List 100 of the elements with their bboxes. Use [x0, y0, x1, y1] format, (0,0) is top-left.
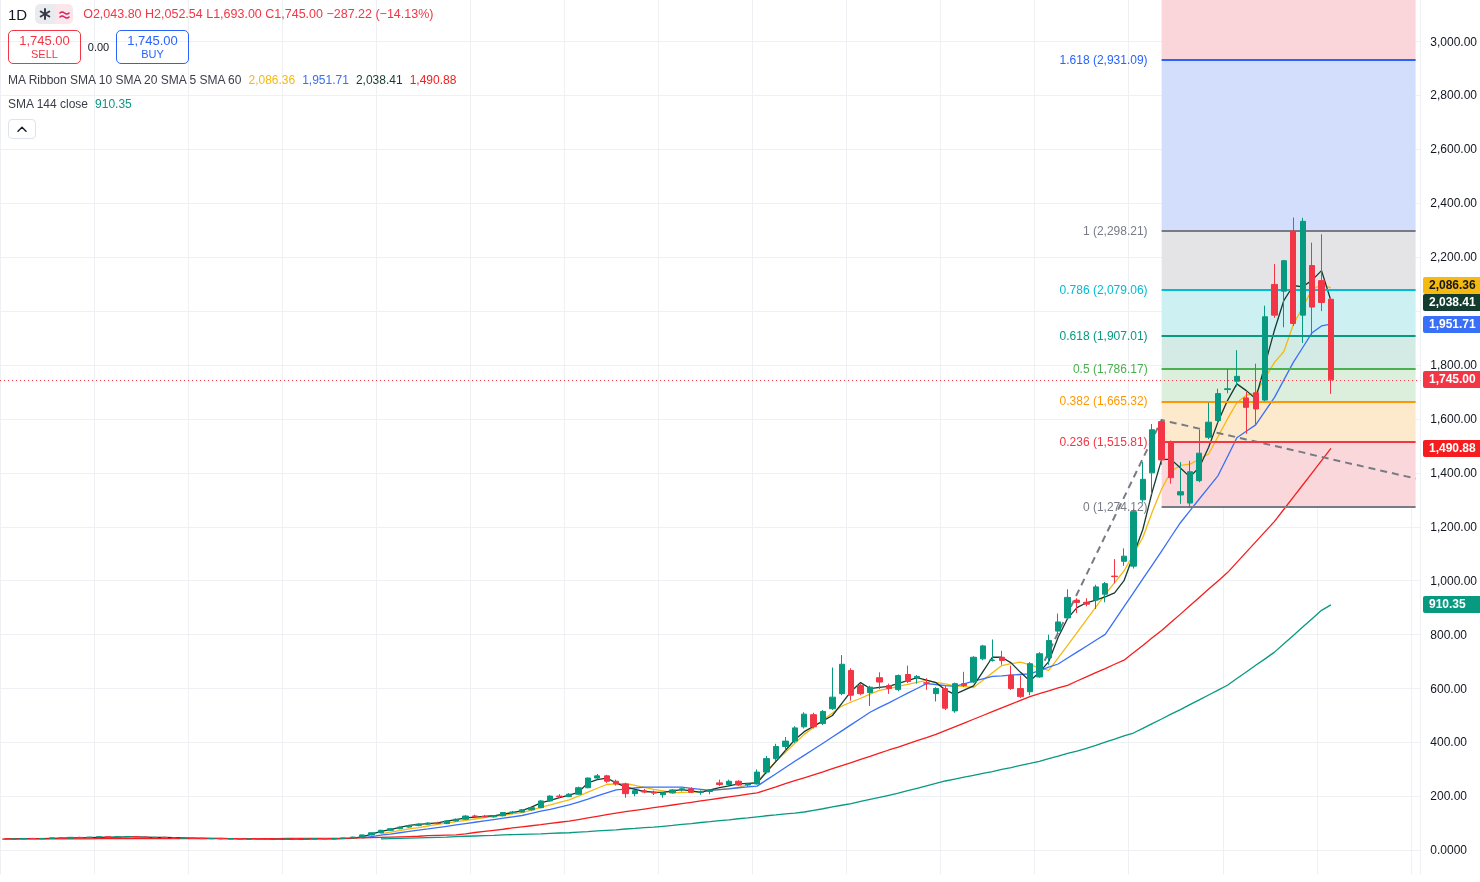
candlestick: [989, 638, 995, 663]
text: 2,086.36: [1429, 277, 1476, 295]
candlestick: [1149, 423, 1155, 495]
candlestick: [716, 779, 723, 787]
ref-line-label: 0.5 (1,786.17): [1072, 361, 1148, 376]
candlestick: [1036, 651, 1043, 679]
buy-button: 1,745.00 BUY: [116, 30, 189, 64]
sell-button: 1,745.00 SELL: [8, 30, 81, 64]
y-tick-label: 1,400.00: [1430, 465, 1478, 480]
candlestick: [1281, 259, 1287, 328]
candlestick: [321, 837, 328, 840]
candlestick: [547, 794, 553, 803]
candlestick: [698, 789, 704, 796]
candlestick: [86, 836, 93, 839]
annotation: 1,490.88: [409, 73, 457, 87]
candlestick: [1008, 665, 1014, 691]
annotation: 1,745.00: [127, 33, 178, 48]
candlestick: [180, 837, 187, 840]
candlestick: [331, 837, 337, 840]
candlestick: [1027, 661, 1033, 696]
candlestick: [1093, 584, 1099, 610]
ref-line-label: 0.236 (1,515.81): [1059, 434, 1148, 449]
candlestick: [707, 788, 713, 795]
candlestick: [509, 810, 516, 815]
candlestick: [905, 665, 911, 684]
candlestick: [735, 779, 742, 787]
candlestick: [556, 793, 563, 799]
candlestick: [820, 709, 826, 726]
annotation: SMA 144 close: [8, 97, 89, 111]
candlestick: [810, 712, 817, 729]
ref-line-label: 0.382 (1,665.32): [1059, 394, 1148, 409]
candlestick: [1271, 263, 1278, 319]
candlestick: [773, 743, 779, 762]
y-tick-label: 400.00: [1430, 735, 1468, 750]
text: 1,951.71: [1429, 315, 1476, 333]
candlestick: [171, 836, 177, 839]
candlestick: [782, 736, 789, 752]
candlestick: [538, 799, 544, 809]
ref-line-label: 0.786 (2,079.06): [1059, 282, 1148, 297]
y-tick-label: 2,800.00: [1430, 88, 1478, 103]
candlestick: [876, 671, 883, 690]
candlestick: [1234, 349, 1240, 388]
candlestick: [1224, 368, 1231, 394]
candlestick: [1309, 242, 1315, 337]
candlestick: [660, 791, 666, 799]
ref-line-label: 0.618 (1,907.01): [1059, 329, 1148, 344]
candlestick: [105, 835, 111, 838]
text: 910.35: [1429, 596, 1466, 614]
y-tick-label: 3,000.00: [1430, 34, 1478, 49]
candlestick: [49, 837, 55, 840]
candlestick: [745, 782, 751, 788]
candlestick: [999, 650, 1005, 666]
candlestick: [425, 821, 431, 826]
candlestick: [284, 838, 290, 841]
candlestick: [519, 808, 525, 814]
y-tick-label: 1,800.00: [1430, 358, 1478, 373]
annotation: 1,951.71: [302, 73, 349, 87]
annotation: BUY: [141, 48, 164, 61]
candlestick: [886, 683, 892, 695]
annotation: MA Ribbon SMA 10 SMA 20 SMA 5 SMA 60: [8, 73, 242, 87]
candlestick: [1290, 217, 1296, 327]
candlestick: [829, 667, 836, 711]
candlestick: [1205, 402, 1212, 440]
ref-line-label: 1.618 (2,931.09): [1059, 53, 1148, 68]
candlestick: [20, 837, 27, 840]
candlestick: [406, 824, 412, 829]
candlestick: [933, 686, 939, 702]
candlestick: [867, 685, 873, 707]
candlestick: [237, 837, 243, 840]
chart-title: 1D: [8, 5, 28, 23]
candlestick: [96, 835, 102, 839]
candlestick: [133, 835, 140, 838]
candlestick: [1055, 613, 1061, 634]
candlestick: [1140, 461, 1146, 504]
candlestick: [575, 786, 582, 796]
candlestick: [491, 814, 497, 819]
ref-line-label: 1,745.00: [1429, 371, 1476, 389]
candlestick: [1215, 388, 1221, 424]
candlestick: [1196, 429, 1202, 483]
candlestick: [895, 674, 901, 692]
candlestick: [1064, 588, 1071, 621]
y-tick-label: 600.00: [1430, 681, 1468, 696]
candlestick: [58, 836, 64, 839]
candlestick: [387, 827, 394, 832]
candlestick: [970, 655, 977, 684]
candlestick: [161, 836, 168, 839]
candlestick: [632, 789, 638, 797]
candlestick: [594, 773, 600, 781]
candlestick: [500, 811, 506, 817]
candlestick: [143, 836, 149, 839]
candlestick: [397, 826, 403, 830]
annotation: 2,038.41: [355, 73, 403, 87]
candlestick: [1083, 597, 1090, 607]
candlestick: [942, 685, 948, 711]
annotation: 2,086.36: [248, 73, 296, 87]
candlestick: [1318, 233, 1325, 312]
y-tick-label: 200.00: [1430, 789, 1468, 804]
y-tick-label: 2,200.00: [1430, 250, 1478, 265]
candlestick: [255, 837, 262, 840]
candlestick: [350, 836, 356, 839]
